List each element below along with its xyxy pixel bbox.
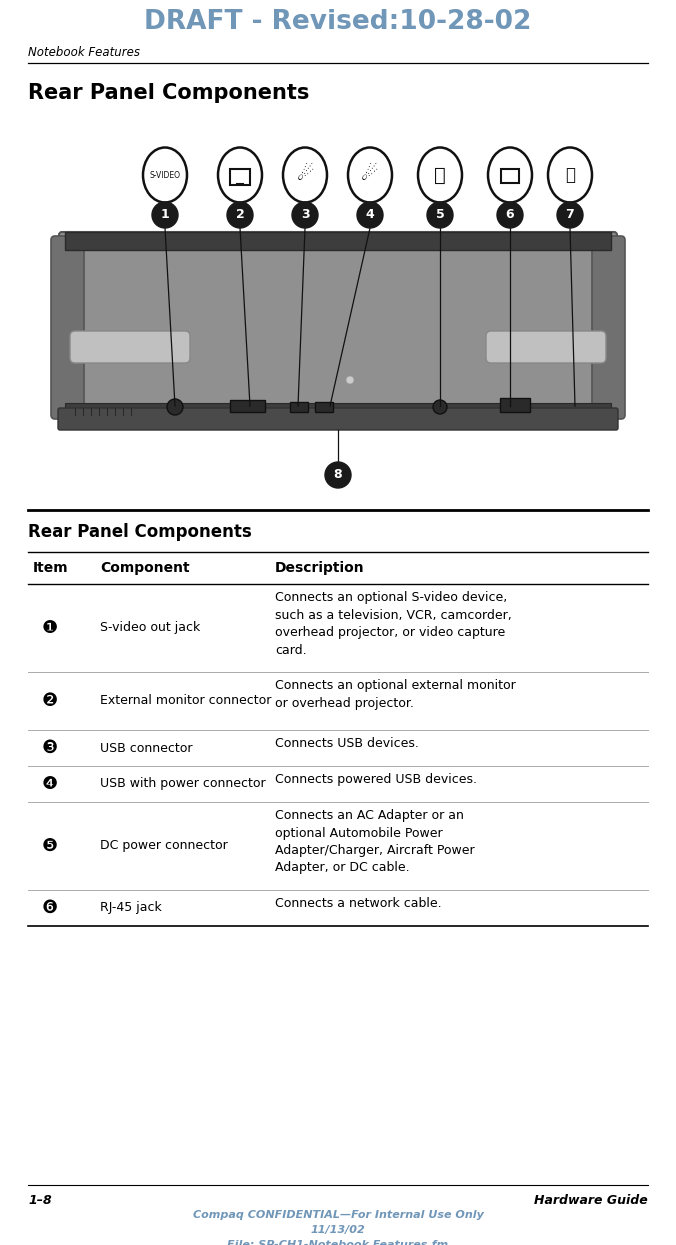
Text: S-video out jack: S-video out jack [100, 621, 200, 635]
Circle shape [433, 400, 447, 415]
Text: Component: Component [100, 561, 190, 575]
Ellipse shape [218, 147, 262, 203]
Text: ⎓: ⎓ [434, 166, 446, 184]
Text: Connects an optional external monitor
or overhead projector.: Connects an optional external monitor or… [275, 679, 516, 710]
FancyBboxPatch shape [592, 237, 625, 420]
Text: S-VIDEO: S-VIDEO [149, 171, 180, 179]
Text: USB connector: USB connector [100, 742, 193, 754]
Text: Connects powered USB devices.: Connects powered USB devices. [275, 773, 477, 786]
Text: Description: Description [275, 561, 364, 575]
Bar [230, 400, 265, 412]
Text: Connects USB devices.: Connects USB devices. [275, 737, 419, 749]
FancyBboxPatch shape [59, 232, 617, 418]
Text: Connects an optional S-video device,
such as a television, VCR, camcorder,
overh: Connects an optional S-video device, suc… [275, 591, 512, 656]
Ellipse shape [548, 147, 592, 203]
FancyBboxPatch shape [486, 331, 606, 364]
Circle shape [346, 376, 354, 383]
Text: ❻: ❻ [42, 899, 58, 918]
Ellipse shape [143, 147, 187, 203]
Text: External monitor connector: External monitor connector [100, 695, 271, 707]
Text: ❹: ❹ [42, 774, 58, 793]
FancyBboxPatch shape [51, 237, 84, 420]
FancyBboxPatch shape [58, 408, 618, 430]
Bar [65, 403, 611, 415]
Text: 4: 4 [366, 208, 375, 222]
Text: 1: 1 [161, 208, 170, 222]
Text: ☄: ☄ [361, 166, 379, 184]
Text: File: SP-CH1-Notebook Features.fm: File: SP-CH1-Notebook Features.fm [227, 1240, 449, 1245]
Text: ❶: ❶ [42, 619, 58, 637]
Text: 11/13/02: 11/13/02 [311, 1225, 365, 1235]
Circle shape [497, 202, 523, 228]
Text: RJ-45 jack: RJ-45 jack [100, 901, 162, 915]
Text: ❺: ❺ [42, 837, 58, 855]
Circle shape [167, 398, 183, 415]
Ellipse shape [418, 147, 462, 203]
Ellipse shape [283, 147, 327, 203]
Text: Item: Item [33, 561, 69, 575]
FancyBboxPatch shape [70, 331, 190, 364]
Ellipse shape [488, 147, 532, 203]
Text: Hardware Guide: Hardware Guide [534, 1194, 648, 1208]
Text: 6: 6 [506, 208, 514, 222]
Bar [500, 398, 530, 412]
Circle shape [557, 202, 583, 228]
Circle shape [292, 202, 318, 228]
FancyBboxPatch shape [501, 169, 519, 183]
Text: ☄: ☄ [296, 166, 314, 184]
Text: ❸: ❸ [42, 740, 58, 757]
Circle shape [427, 202, 453, 228]
Text: ⌖: ⌖ [565, 166, 575, 184]
Bar [315, 402, 333, 412]
Text: DC power connector: DC power connector [100, 839, 228, 853]
Text: 3: 3 [301, 208, 310, 222]
Text: Compaq CONFIDENTIAL—For Internal Use Only: Compaq CONFIDENTIAL—For Internal Use Onl… [193, 1210, 483, 1220]
Text: USB with power connector: USB with power connector [100, 777, 266, 791]
Text: Rear Panel Components: Rear Panel Components [28, 83, 310, 103]
Text: 8: 8 [334, 468, 342, 482]
Text: Connects a network cable.: Connects a network cable. [275, 896, 441, 910]
Text: Connects an AC Adapter or an
optional Automobile Power
Adapter/Charger, Aircraft: Connects an AC Adapter or an optional Au… [275, 809, 475, 874]
Text: 5: 5 [435, 208, 444, 222]
Text: DRAFT - Revised:10-28-02: DRAFT - Revised:10-28-02 [144, 9, 532, 35]
Text: Rear Panel Components: Rear Panel Components [28, 523, 251, 542]
Ellipse shape [348, 147, 392, 203]
Circle shape [357, 202, 383, 228]
Text: 7: 7 [566, 208, 575, 222]
Bar [290, 402, 308, 412]
Bar [65, 232, 611, 250]
Circle shape [227, 202, 253, 228]
Text: ❷: ❷ [42, 692, 58, 710]
Circle shape [325, 462, 351, 488]
Text: Notebook Features: Notebook Features [28, 46, 140, 59]
Text: 1–8: 1–8 [28, 1194, 52, 1208]
Circle shape [152, 202, 178, 228]
Text: 2: 2 [236, 208, 245, 222]
FancyBboxPatch shape [230, 169, 250, 186]
